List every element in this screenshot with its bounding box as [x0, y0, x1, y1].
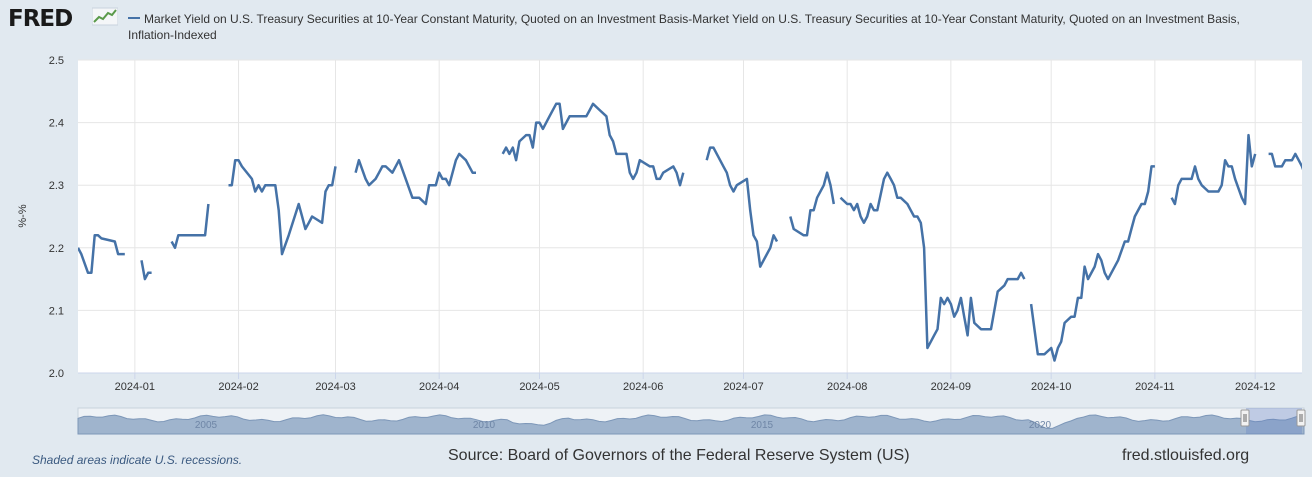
series-line-segment[interactable] — [170, 203, 210, 250]
site-url-link[interactable]: fred.stlouisfed.org — [1122, 447, 1250, 464]
y-tick-label: 2.2 — [49, 243, 64, 255]
series-line-segment[interactable] — [501, 102, 685, 187]
x-tick-label: 2024-04 — [419, 381, 459, 393]
legend[interactable]: Market Yield on U.S. Treasury Securities… — [128, 11, 1278, 43]
series-line-segment[interactable] — [140, 260, 152, 281]
legend-label: Market Yield on U.S. Treasury Securities… — [128, 12, 1240, 42]
series-lines — [78, 102, 1312, 362]
y-tick-label: 2.5 — [49, 55, 64, 67]
fred-logo[interactable]: FRED — [8, 6, 73, 32]
x-tick-label: 2024-12 — [1235, 381, 1275, 393]
source-text: Source: Board of Governors of the Federa… — [448, 447, 910, 464]
legend-swatch — [128, 16, 140, 19]
x-axis-ticks: 2024-01 2024-02 2024-03 2024-04 2024-05 2024-… — [78, 372, 1302, 393]
series-line-segment[interactable] — [789, 171, 836, 237]
navigator-series — [77, 414, 1305, 435]
navigator-year-label: 2015 — [751, 420, 774, 431]
series-line-segment[interactable] — [228, 158, 337, 256]
y-tick-label: 2.4 — [49, 118, 64, 130]
x-tick-label: 2024-03 — [315, 381, 355, 393]
navigator-selection[interactable] — [1246, 408, 1302, 434]
x-tick-label: 2024-10 — [1031, 381, 1071, 393]
x-tick-label: 2024-05 — [519, 381, 559, 393]
navigator-right-handle[interactable] — [1296, 409, 1306, 427]
series-line-segment[interactable] — [839, 171, 1026, 350]
x-tick-label: 2024-11 — [1135, 381, 1175, 393]
y-tick-label: 2.0 — [49, 368, 64, 380]
chart-header: FRED Market Yield on U.S. Treasury Secur… — [0, 0, 1312, 52]
line-chart[interactable]: 2.0 2.1 2.2 2.3 2.4 2.5 2024-01 2024-02 2024-03… — [0, 0, 1312, 440]
navigator-year-label: 2010 — [473, 420, 496, 431]
fred-logo-graph-icon — [92, 7, 118, 26]
y-tick-label: 2.3 — [49, 180, 64, 192]
y-axis-ticks: 2.0 2.1 2.2 2.3 2.4 2.5 — [49, 55, 64, 380]
y-axis-label: %-% — [17, 204, 29, 227]
plot-area — [78, 60, 1302, 373]
series-line-segment[interactable] — [354, 152, 476, 206]
series-line-segment[interactable] — [1268, 152, 1312, 210]
navigator-left-handle[interactable] — [1240, 409, 1250, 427]
x-tick-label: 2024-08 — [827, 381, 867, 393]
navigator-year-label: 2005 — [195, 420, 218, 431]
range-navigator[interactable]: 2005 2010 2015 2020 — [77, 407, 1306, 435]
y-tick-label: 2.1 — [49, 305, 64, 317]
series-line-segment[interactable] — [78, 234, 125, 275]
series-line-segment[interactable] — [1029, 165, 1155, 362]
x-tick-label: 2024-01 — [115, 381, 155, 393]
x-tick-label: 2024-02 — [218, 381, 258, 393]
series-line-segment[interactable] — [1170, 133, 1257, 206]
x-tick-label: 2024-09 — [931, 381, 971, 393]
navigator-year-label: 2020 — [1029, 420, 1052, 431]
recession-note: Shaded areas indicate U.S. recessions. — [32, 453, 243, 467]
x-tick-label: 2024-06 — [623, 381, 663, 393]
x-tick-label: 2024-07 — [723, 381, 763, 393]
series-line-segment[interactable] — [705, 146, 779, 268]
